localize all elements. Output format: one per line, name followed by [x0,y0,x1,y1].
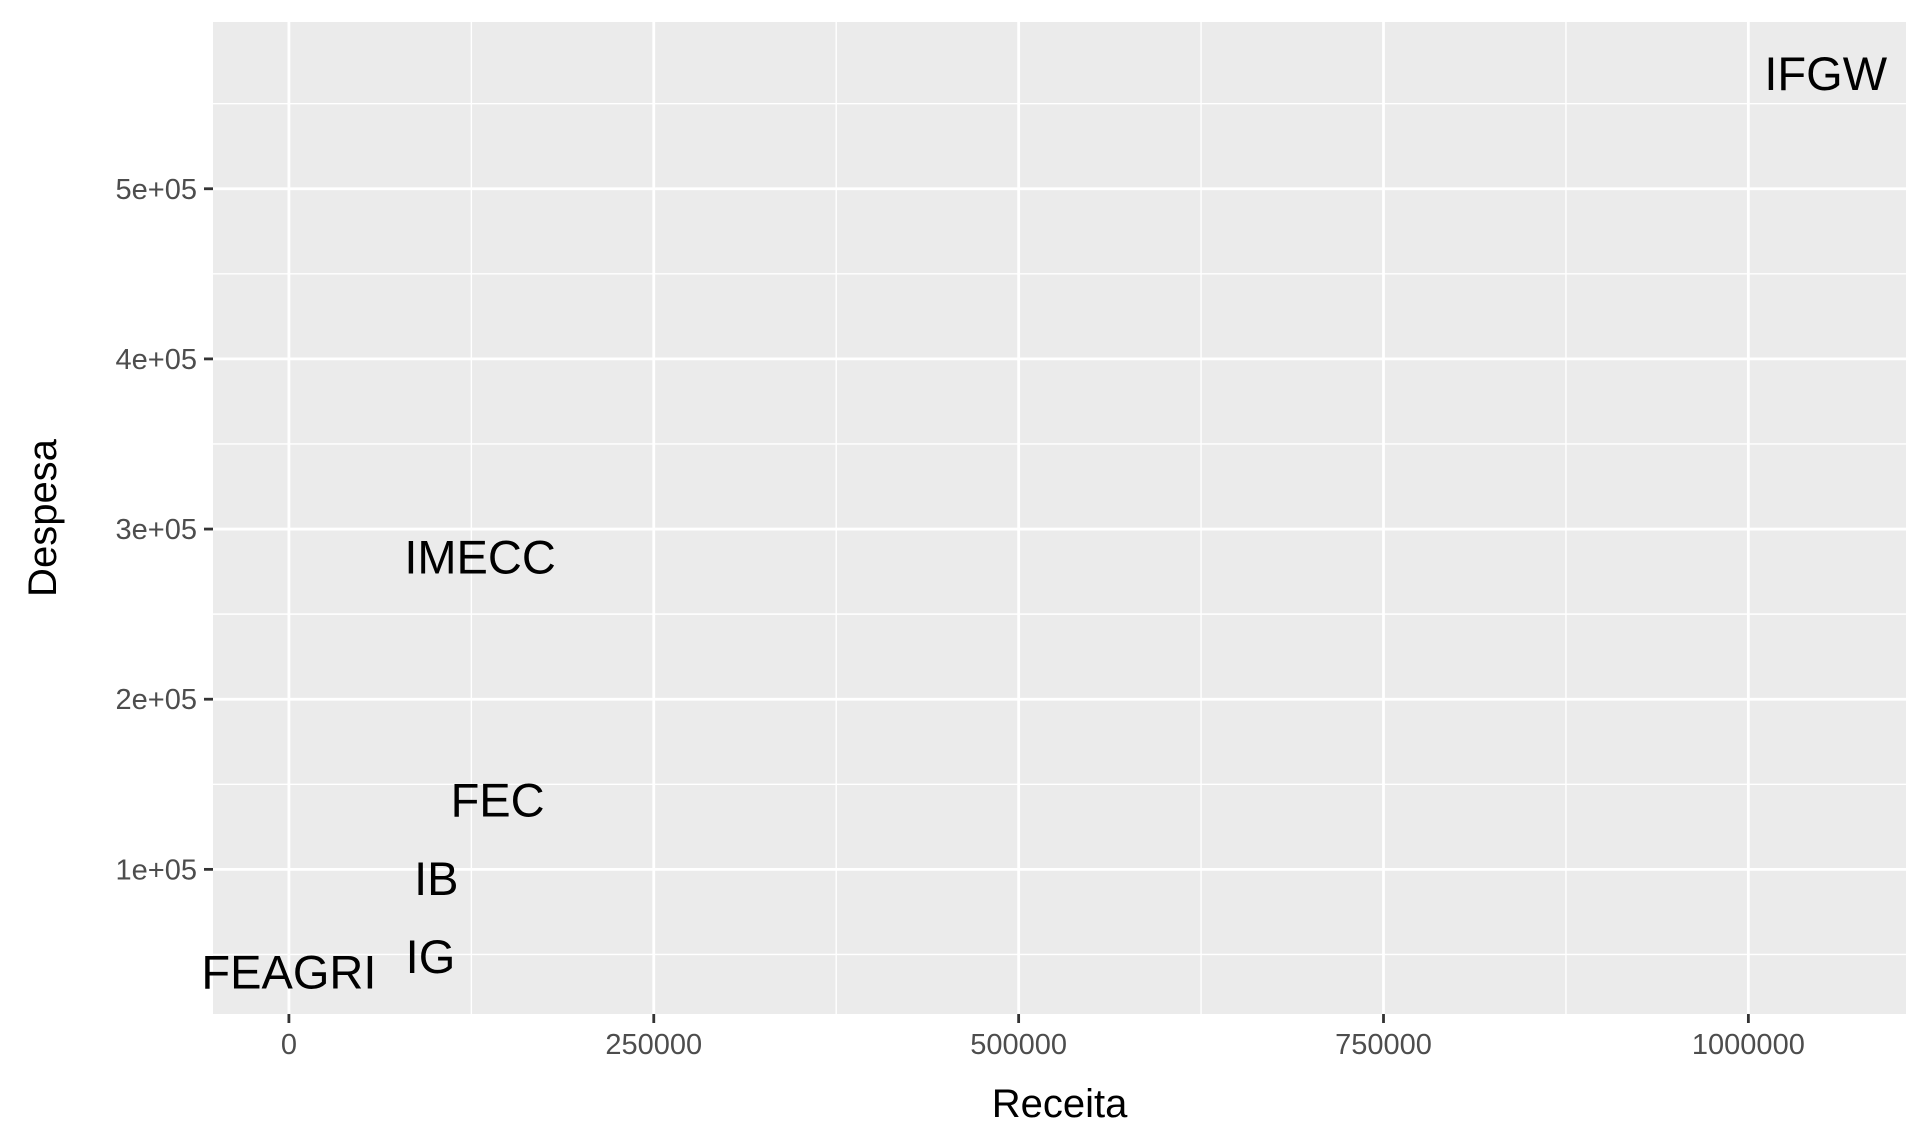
point-label: IMECC [404,530,555,583]
point-label: IB [414,852,458,905]
data-labels: IFGW IMECC FEC IB IG FEAGRI [201,47,1887,998]
y-tick-label: 4e+05 [116,344,197,376]
minor-gridlines [213,22,1906,1014]
point-label: FEAGRI [201,945,376,998]
point-label: IG [406,930,456,983]
plot-panel [213,22,1906,1014]
major-gridlines [213,22,1906,1014]
x-tick-label: 250000 [605,1029,702,1061]
point-label: IFGW [1764,47,1887,100]
x-tick-label: 750000 [1335,1029,1432,1061]
point-label: FEC [451,774,545,827]
y-tick-label: 5e+05 [116,174,197,206]
x-tick-label: 1000000 [1692,1029,1805,1061]
y-axis-title: Despesa [21,438,65,597]
x-axis: 0 250000 500000 750000 1000000 [281,1014,1805,1061]
x-axis-title: Receita [992,1082,1128,1126]
y-tick-label: 3e+05 [116,514,197,546]
x-tick-label: 500000 [970,1029,1067,1061]
y-tick-label: 2e+05 [116,684,197,716]
x-tick-label: 0 [281,1029,297,1061]
y-axis: 1e+05 2e+05 3e+05 4e+05 5e+05 [116,174,213,886]
y-tick-label: 1e+05 [116,854,197,886]
